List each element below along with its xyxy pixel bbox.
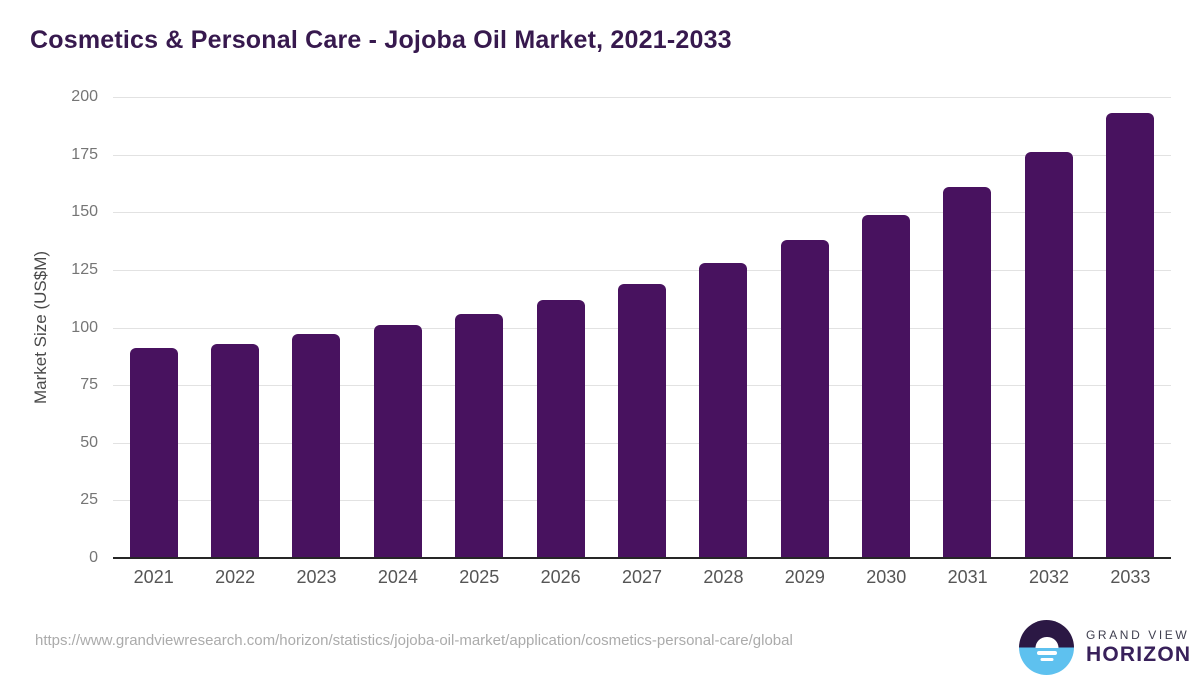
- logo-grand-view-text: GRAND VIEW: [1086, 628, 1190, 642]
- bar-2032: [1024, 152, 1073, 558]
- y-tick-0: 0: [89, 549, 98, 566]
- bar-2029: [780, 240, 829, 558]
- bar-2027: [617, 284, 666, 558]
- sun-reflection-line: [1036, 651, 1057, 655]
- bar-2022: [211, 344, 260, 558]
- gridline-175: [113, 154, 1171, 156]
- gridline-150: [113, 212, 1171, 214]
- bar-2028: [699, 263, 748, 558]
- x-tick-2025: 2025: [459, 567, 500, 587]
- chart-title: Cosmetics & Personal Care - Jojoba Oil M…: [30, 26, 732, 54]
- y-tick-175: 175: [71, 145, 98, 163]
- logo-horizon-text: HORIZON: [1086, 643, 1192, 666]
- x-tick-2021: 2021: [133, 567, 174, 587]
- horizon-sun-circle-icon: [1019, 620, 1074, 675]
- y-tick-200: 200: [71, 88, 98, 105]
- x-axis-labels: 2021 2022 2023 2024 2025 2026 2027 2028 2029 2030…: [113, 567, 1171, 588]
- y-tick-50: 50: [80, 433, 98, 451]
- x-tick-2023: 2023: [296, 567, 337, 587]
- bar-series: [113, 97, 1171, 558]
- bar-2033: [1106, 113, 1155, 558]
- grand-view-horizon-logo: GRAND VIEW HORIZON: [1019, 620, 1191, 675]
- logo-text: GRAND VIEW HORIZON: [1086, 628, 1191, 667]
- y-tick-125: 125: [71, 260, 98, 278]
- x-axis-line: [113, 557, 1171, 559]
- x-tick-2028: 2028: [703, 567, 744, 587]
- y-tick-25: 25: [80, 491, 98, 509]
- x-tick-2031: 2031: [947, 567, 988, 587]
- y-tick-labels: 0 25 50 75 100 125 150 175 200: [0, 88, 98, 566]
- bar-2021: [129, 348, 178, 558]
- x-tick-2032: 2032: [1028, 567, 1070, 587]
- y-tick-100: 100: [71, 318, 98, 336]
- gridline-200: [113, 97, 1171, 98]
- bar-2030: [862, 215, 911, 558]
- bar-2024: [373, 325, 422, 558]
- bar-2026: [536, 300, 585, 558]
- plot-area: [113, 97, 1171, 559]
- x-tick-2033: 2033: [1110, 567, 1151, 587]
- x-tick-2024: 2024: [377, 567, 418, 587]
- bar-2023: [292, 334, 341, 558]
- sun-reflection-line: [1040, 658, 1053, 661]
- bar-2031: [943, 187, 992, 558]
- x-tick-2030: 2030: [866, 567, 907, 587]
- x-tick-2027: 2027: [622, 567, 663, 587]
- y-tick-150: 150: [71, 203, 98, 221]
- x-tick-2026: 2026: [540, 567, 581, 587]
- gridline-125: [113, 269, 1171, 271]
- sun-icon: [1035, 636, 1058, 648]
- source-url: https://www.grandviewresearch.com/horizo…: [35, 632, 793, 649]
- x-tick-2022: 2022: [215, 567, 256, 587]
- y-tick-75: 75: [80, 376, 98, 394]
- bar-2025: [455, 314, 504, 558]
- x-tick-2029: 2029: [784, 567, 825, 587]
